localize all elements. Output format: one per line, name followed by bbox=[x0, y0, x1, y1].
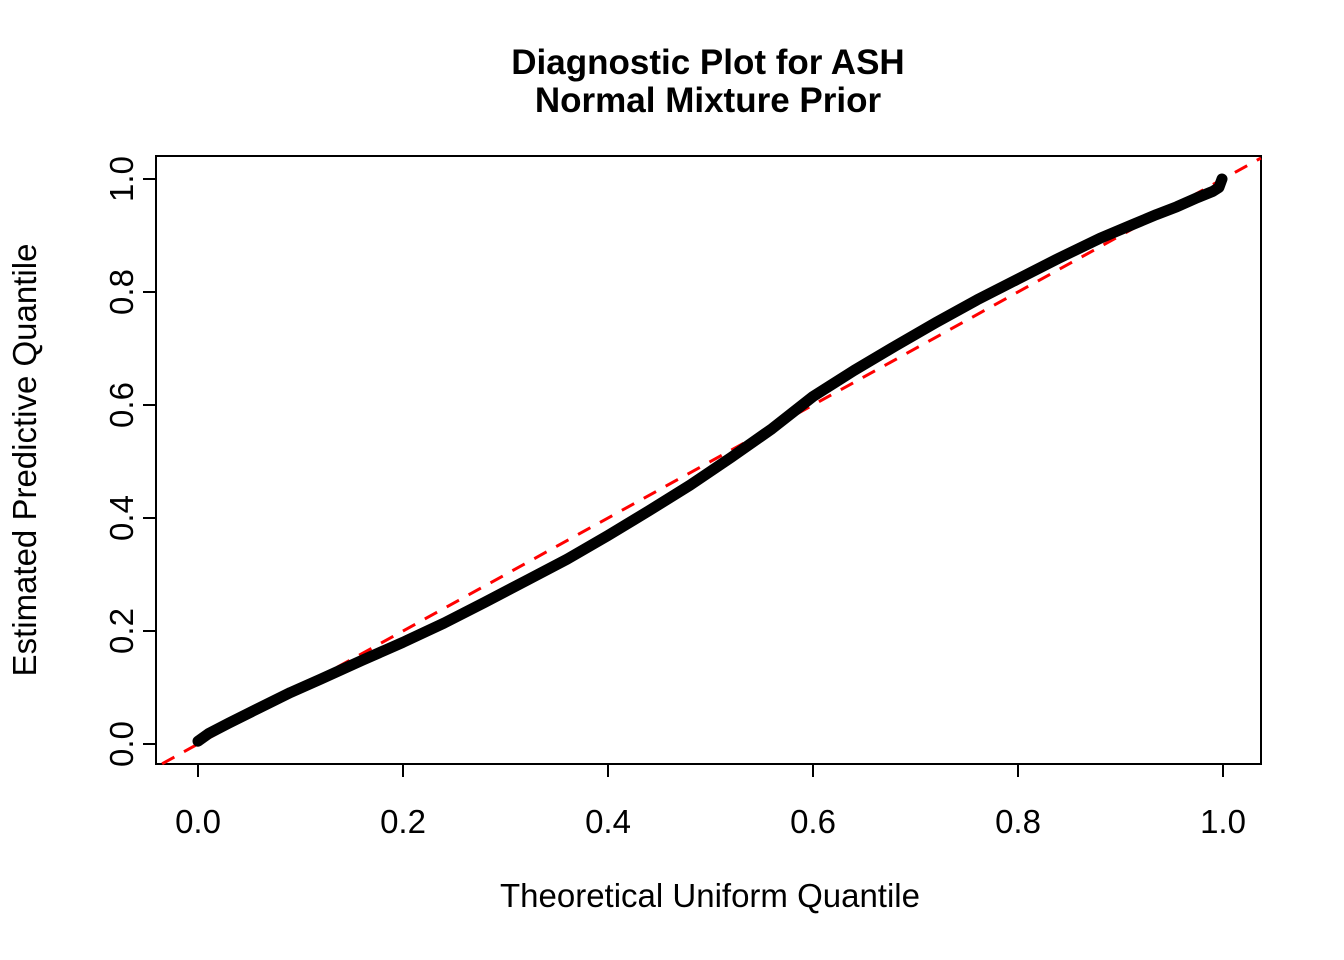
x-tick-label-4: 0.8 bbox=[995, 803, 1041, 840]
plot-border bbox=[155, 155, 1262, 765]
x-axis-ticks bbox=[197, 764, 1224, 777]
x-tick-label-3: 0.6 bbox=[790, 803, 836, 840]
x-tick-label-2: 0.4 bbox=[585, 803, 631, 840]
x-tick-label-1: 0.2 bbox=[380, 803, 426, 840]
y-tick-label-5: 1.0 bbox=[103, 156, 140, 202]
y-tick-labels: 0.0 0.2 0.4 0.6 0.8 1.0 bbox=[103, 156, 140, 767]
y-tick-label-1: 0.2 bbox=[103, 608, 140, 654]
y-axis-ticks bbox=[143, 178, 156, 745]
qq-curve bbox=[192, 173, 1228, 747]
chart-title-line-1: Diagnostic Plot for ASH bbox=[511, 43, 904, 82]
x-tick-labels: 0.0 0.2 0.4 0.6 0.8 1.0 bbox=[175, 803, 1246, 840]
y-tick-label-0: 0.0 bbox=[103, 721, 140, 767]
chart-title-line-2: Normal Mixture Prior bbox=[535, 81, 882, 120]
x-axis-label: Theoretical Uniform Quantile bbox=[500, 877, 920, 914]
y-tick-label-4: 0.8 bbox=[103, 269, 140, 315]
y-tick-label-3: 0.6 bbox=[103, 382, 140, 428]
x-tick-label-5: 1.0 bbox=[1200, 803, 1246, 840]
x-tick-label-0: 0.0 bbox=[175, 803, 221, 840]
y-axis-label: Estimated Predictive Quantile bbox=[6, 244, 43, 677]
y-tick-label-2: 0.4 bbox=[103, 495, 140, 541]
